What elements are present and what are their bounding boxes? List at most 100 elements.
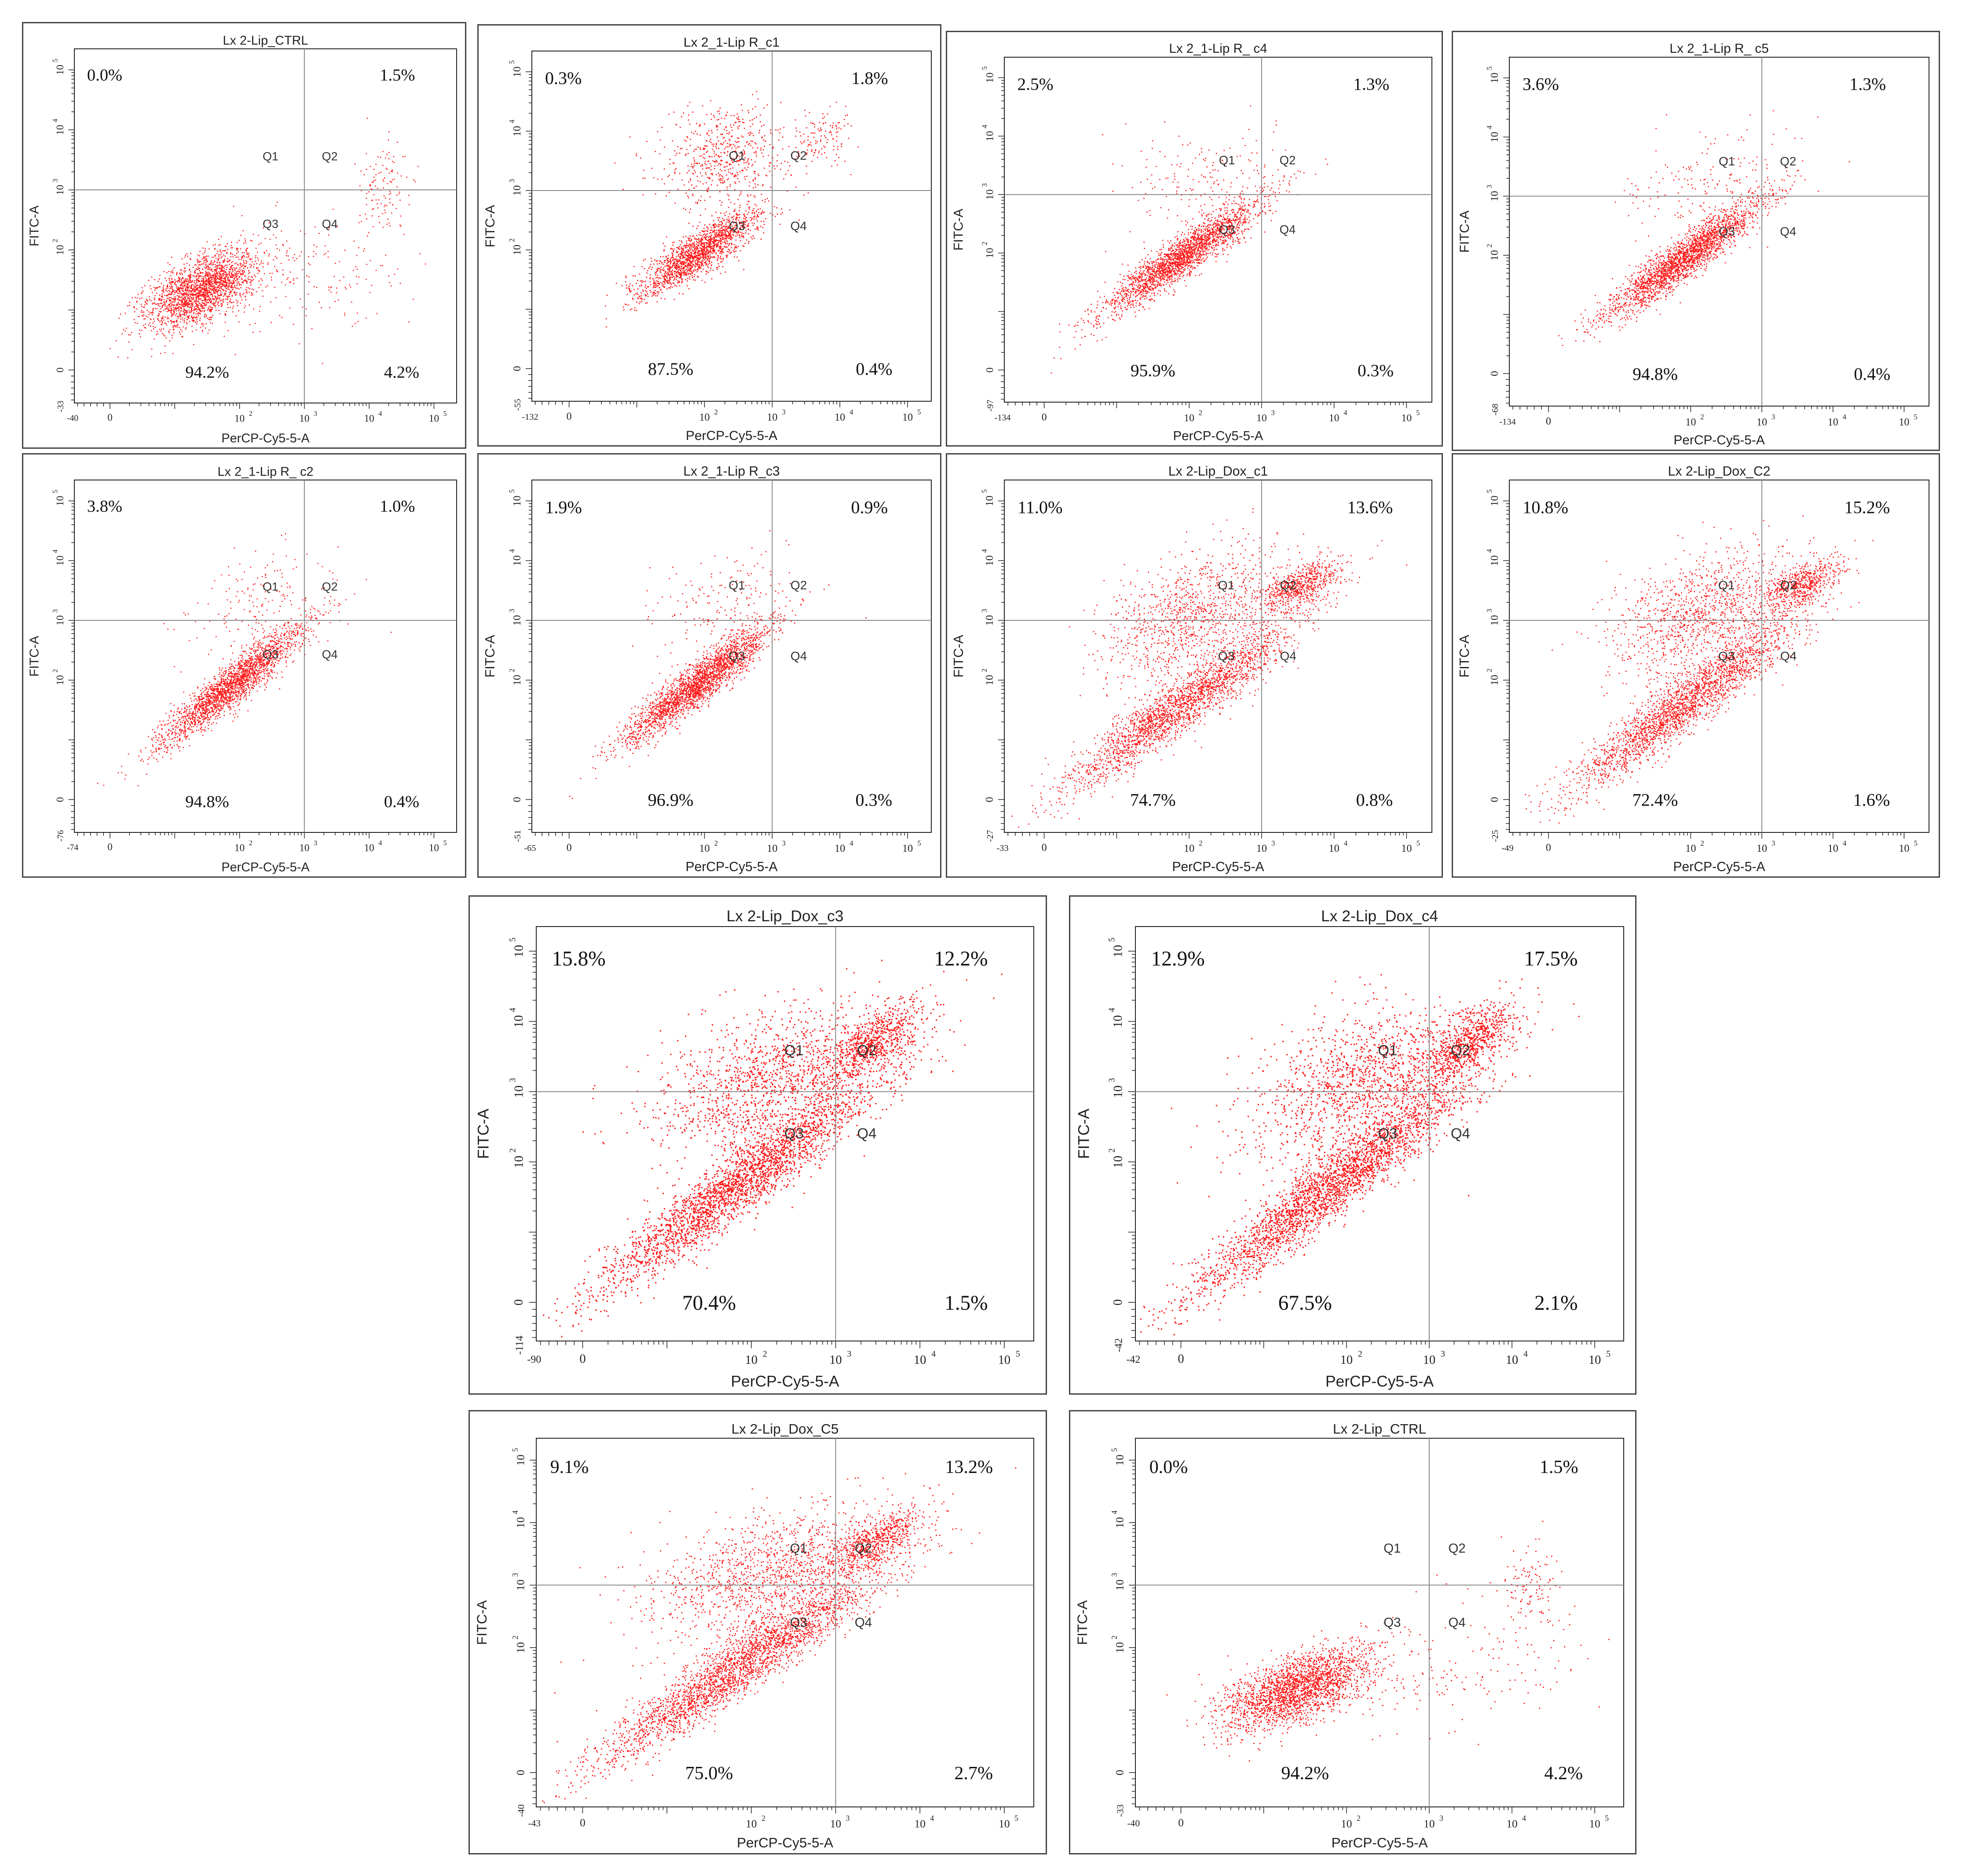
event-dot bbox=[205, 292, 206, 293]
event-dot bbox=[734, 210, 736, 212]
event-dot bbox=[720, 160, 721, 161]
event-dot bbox=[625, 275, 627, 277]
event-dot bbox=[183, 282, 185, 283]
event-dot bbox=[712, 270, 714, 271]
event-dot bbox=[204, 299, 205, 300]
event-dot bbox=[687, 105, 688, 106]
event-dot bbox=[711, 180, 713, 181]
event-dot bbox=[366, 153, 367, 154]
event-dot bbox=[727, 254, 728, 256]
event-dot bbox=[183, 280, 185, 282]
event-dot bbox=[375, 180, 377, 181]
event-dot bbox=[378, 172, 380, 174]
event-dot bbox=[661, 275, 663, 276]
event-dot bbox=[770, 187, 772, 188]
event-dot bbox=[691, 252, 693, 254]
event-dot bbox=[719, 180, 721, 181]
event-dots bbox=[605, 91, 859, 328]
event-dot bbox=[747, 195, 749, 197]
event-dot bbox=[187, 296, 188, 297]
event-dot bbox=[194, 316, 195, 318]
event-dot bbox=[159, 329, 161, 330]
event-dot bbox=[704, 230, 706, 232]
event-dot bbox=[841, 146, 842, 147]
event-dot bbox=[739, 207, 740, 209]
event-dot bbox=[249, 282, 251, 283]
event-dot bbox=[693, 253, 695, 254]
event-dot bbox=[191, 307, 192, 308]
event-dot bbox=[692, 166, 694, 168]
event-dot bbox=[176, 308, 177, 310]
event-dot bbox=[142, 290, 144, 292]
event-dot bbox=[729, 230, 731, 231]
event-dot bbox=[710, 232, 711, 233]
event-dot bbox=[199, 310, 201, 311]
event-dot bbox=[728, 232, 729, 233]
event-dot bbox=[650, 291, 652, 293]
event-dot bbox=[218, 254, 220, 256]
event-dot bbox=[214, 270, 215, 271]
event-dot bbox=[221, 278, 223, 279]
event-dot bbox=[703, 245, 705, 247]
event-dot bbox=[703, 247, 705, 249]
event-dot bbox=[721, 238, 723, 240]
event-dot bbox=[166, 272, 168, 273]
event-dot bbox=[182, 287, 183, 289]
event-dot bbox=[676, 274, 677, 276]
event-dot bbox=[648, 267, 650, 269]
event-dot bbox=[260, 284, 262, 286]
event-dot bbox=[200, 313, 201, 315]
event-dot bbox=[685, 273, 686, 274]
event-dot bbox=[192, 302, 194, 304]
event-dot bbox=[185, 304, 187, 305]
event-dot bbox=[714, 250, 715, 252]
event-dot bbox=[669, 261, 671, 262]
event-dot bbox=[196, 305, 198, 307]
event-dot bbox=[156, 333, 157, 335]
event-dot bbox=[203, 293, 204, 294]
event-dot bbox=[175, 298, 176, 300]
event-dot bbox=[236, 282, 238, 283]
event-dot bbox=[179, 291, 181, 293]
event-dot bbox=[245, 249, 247, 251]
event-dot bbox=[199, 303, 200, 304]
event-dot bbox=[631, 308, 633, 310]
event-dot bbox=[233, 282, 234, 283]
event-dot bbox=[685, 154, 686, 156]
event-dot bbox=[203, 256, 205, 257]
event-dot bbox=[726, 231, 728, 232]
event-dot bbox=[720, 248, 721, 249]
event-dot bbox=[769, 171, 771, 172]
event-dot bbox=[210, 319, 212, 320]
event-dot bbox=[692, 111, 693, 113]
event-dot bbox=[222, 304, 223, 306]
event-dot bbox=[772, 148, 774, 149]
y-tick-label: 10 bbox=[54, 125, 66, 135]
event-dot bbox=[221, 268, 223, 270]
event-dot bbox=[208, 295, 210, 297]
event-dot bbox=[196, 268, 198, 270]
event-dot bbox=[187, 302, 188, 304]
event-dot bbox=[745, 220, 747, 221]
event-dot bbox=[174, 325, 176, 326]
event-dot bbox=[783, 178, 784, 180]
event-dot bbox=[293, 324, 294, 325]
event-dot bbox=[409, 204, 410, 205]
event-dot bbox=[183, 314, 185, 315]
event-dot bbox=[176, 290, 178, 291]
event-dot bbox=[175, 290, 177, 292]
event-dot bbox=[226, 275, 227, 276]
event-dot bbox=[290, 282, 291, 283]
event-dot bbox=[205, 294, 206, 296]
event-dot bbox=[746, 176, 747, 177]
event-dot bbox=[214, 273, 216, 274]
event-dot bbox=[212, 296, 213, 297]
event-dot bbox=[700, 234, 702, 236]
event-dot bbox=[632, 285, 633, 286]
event-dot bbox=[736, 228, 737, 230]
event-dot bbox=[757, 98, 759, 100]
event-dot bbox=[220, 244, 221, 245]
event-dot bbox=[229, 259, 230, 261]
event-dot bbox=[236, 248, 238, 250]
event-dot bbox=[206, 256, 208, 257]
